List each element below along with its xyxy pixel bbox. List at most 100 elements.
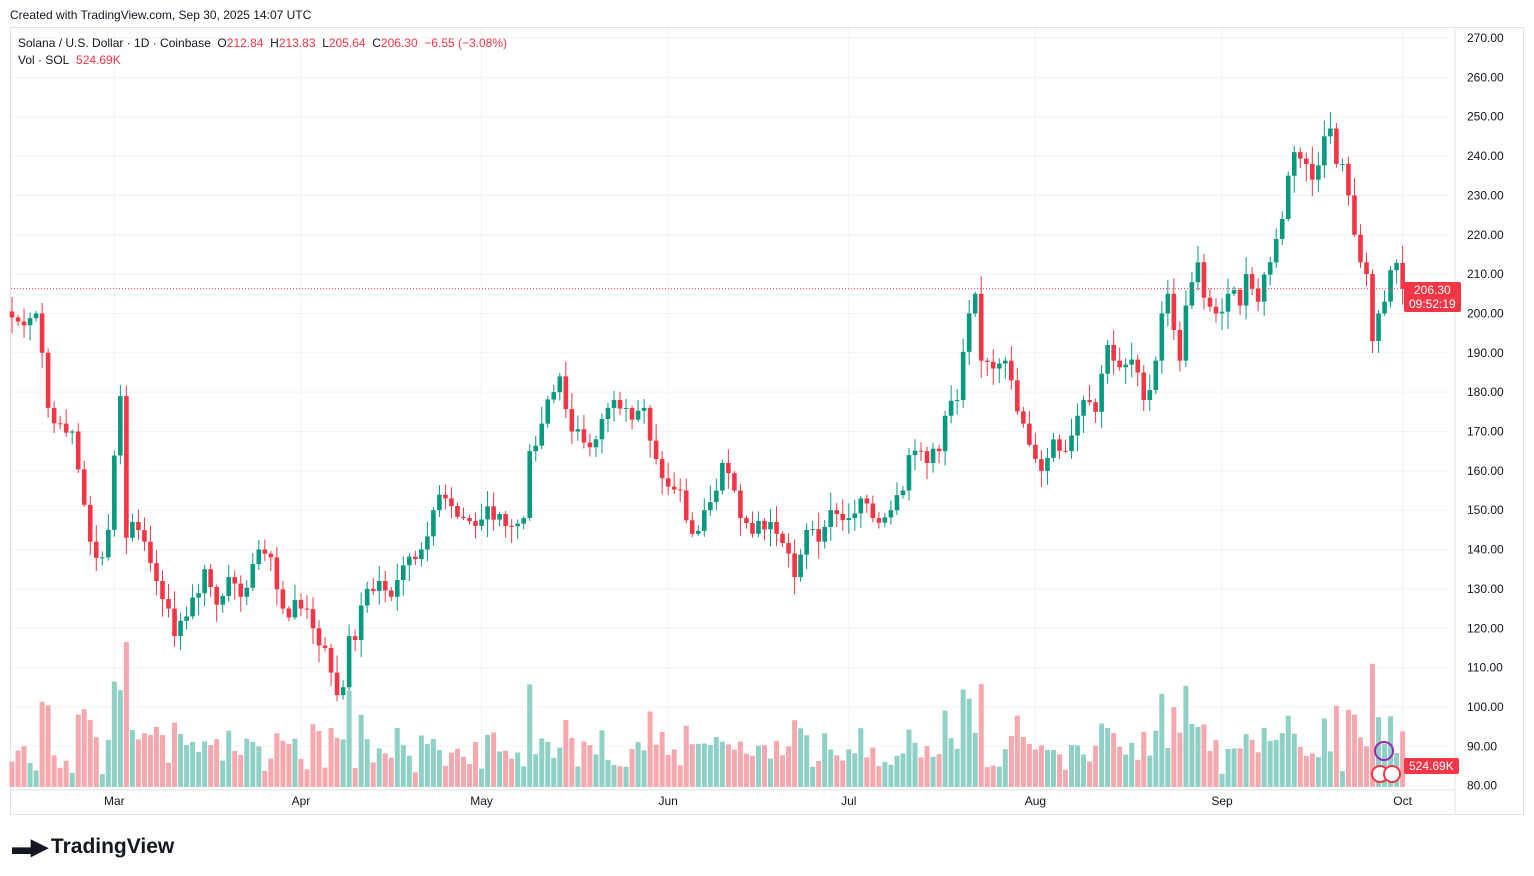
candle-body <box>491 506 496 520</box>
volume-bar <box>515 752 521 787</box>
volume-bar <box>978 684 984 787</box>
candle-body <box>888 510 894 518</box>
candle-body <box>250 564 256 588</box>
volume-bar <box>545 741 551 787</box>
volume-label[interactable]: Vol · SOL <box>18 53 70 67</box>
volume-bar <box>960 689 966 787</box>
y-tick-label: 90.00 <box>1467 739 1497 753</box>
candle-body <box>1394 262 1399 271</box>
symbol-label[interactable]: Solana / U.S. Dollar · 1D · Coinbase <box>18 36 211 50</box>
volume-bar <box>912 742 918 787</box>
candle-body <box>1201 262 1207 298</box>
candle-body <box>1310 163 1315 180</box>
candle-body <box>840 514 846 521</box>
candle-body <box>382 581 388 591</box>
candle-body <box>738 490 743 519</box>
candle-body <box>768 522 773 530</box>
candle-body <box>45 352 51 408</box>
candle-body <box>756 520 761 534</box>
candle-body <box>593 439 599 448</box>
volume-bar <box>286 743 292 787</box>
candle-body <box>100 557 105 559</box>
volume-bar <box>1327 751 1333 787</box>
candle-body <box>1334 128 1339 164</box>
volume-bar <box>1189 723 1195 787</box>
volume-bar <box>996 766 1002 787</box>
candle-body <box>882 517 888 523</box>
x-tick-label: Mar <box>104 794 125 808</box>
candle-body <box>846 518 852 521</box>
candle-body <box>551 392 557 400</box>
volume-bar <box>304 769 310 787</box>
candle-body <box>714 490 719 503</box>
candle-body <box>304 608 310 610</box>
candle-body <box>358 605 364 641</box>
candle-body <box>834 510 840 515</box>
candle-body <box>1370 274 1375 341</box>
volume-bar <box>1177 732 1183 787</box>
volume-bar <box>1303 755 1309 787</box>
candle-body <box>1099 373 1104 412</box>
candle-body <box>310 609 316 629</box>
volume-bar <box>1267 741 1273 787</box>
candle-body <box>1111 344 1116 361</box>
candle-body <box>1033 444 1038 460</box>
candle-body <box>653 440 659 460</box>
tv-logo-icon: ▬▶ <box>12 834 48 859</box>
volume-bar <box>816 760 822 787</box>
candle-body <box>563 376 569 410</box>
open-value: 212.84 <box>226 36 264 50</box>
candle-body <box>340 687 346 696</box>
candle-body <box>9 311 15 318</box>
volume-bar <box>256 746 262 787</box>
candle-body <box>93 541 99 558</box>
volume-bar <box>918 757 924 787</box>
volume-bar <box>762 745 767 787</box>
candle-body <box>581 429 587 443</box>
candle-body <box>623 408 629 410</box>
volume-bar <box>99 774 105 787</box>
volume-bar <box>1087 761 1093 787</box>
volume-bar <box>178 733 184 787</box>
candle-body <box>816 529 821 542</box>
y-tick-label: 270.00 <box>1467 31 1504 45</box>
volume-bar <box>238 754 244 787</box>
tradingview-logo[interactable]: ▬▶ TradingView <box>12 834 174 860</box>
volume-bar <box>202 741 208 787</box>
volume-bar <box>984 767 990 787</box>
volume-bar <box>551 757 557 787</box>
candle-body <box>744 518 749 524</box>
candle-body <box>984 360 990 362</box>
candle-body <box>1376 313 1381 341</box>
volume-bar <box>1099 723 1105 787</box>
candle-body <box>762 520 767 530</box>
volume-bar <box>689 744 695 787</box>
candle-body <box>407 556 412 566</box>
candle-body <box>611 400 617 408</box>
volume-bar <box>1321 718 1327 787</box>
volume-bar <box>713 737 719 787</box>
candle-body <box>864 498 870 504</box>
candle-body <box>599 418 605 440</box>
y-tick-label: 170.00 <box>1467 425 1504 439</box>
y-tick-label: 110.00 <box>1467 661 1503 675</box>
y-tick-label: 220.00 <box>1467 228 1504 242</box>
volume-bar <box>232 750 238 787</box>
volume-bar <box>966 698 972 787</box>
volume-bar <box>629 748 635 787</box>
volume-bar <box>111 681 117 787</box>
volume-bar <box>1141 731 1147 787</box>
candle-body <box>1291 152 1297 176</box>
volume-bar <box>412 772 418 787</box>
candle-body <box>322 645 328 648</box>
volume-bar <box>623 766 629 787</box>
volume-bar <box>226 730 232 787</box>
candle-body <box>473 521 478 526</box>
volume-bar <box>509 758 515 787</box>
candle-body <box>954 400 960 402</box>
candle-body <box>1177 329 1183 361</box>
y-tick-label: 240.00 <box>1467 149 1504 163</box>
volume-bar <box>653 744 659 787</box>
candle-body <box>990 361 996 369</box>
